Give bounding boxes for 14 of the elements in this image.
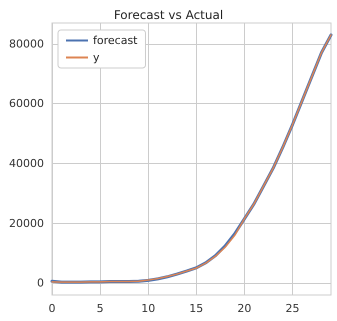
y-tick-label: 40000 — [9, 156, 44, 170]
x-tick-label: 20 — [237, 302, 252, 315]
x-tick-label: 15 — [189, 302, 204, 315]
legend-label: forecast — [93, 34, 138, 47]
x-tick-label: 0 — [48, 302, 56, 315]
y-tick-label: 20000 — [9, 216, 44, 230]
x-tick-label: 10 — [141, 302, 156, 315]
chart-title: Forecast vs Actual — [114, 8, 224, 22]
y-tick-label: 80000 — [9, 37, 44, 50]
x-tick-label: 25 — [286, 302, 300, 315]
x-tick-label: 5 — [96, 302, 104, 315]
y-tick-label: 60000 — [9, 97, 44, 110]
y-tick-label: 0 — [37, 276, 44, 290]
legend-label: y — [93, 51, 100, 64]
